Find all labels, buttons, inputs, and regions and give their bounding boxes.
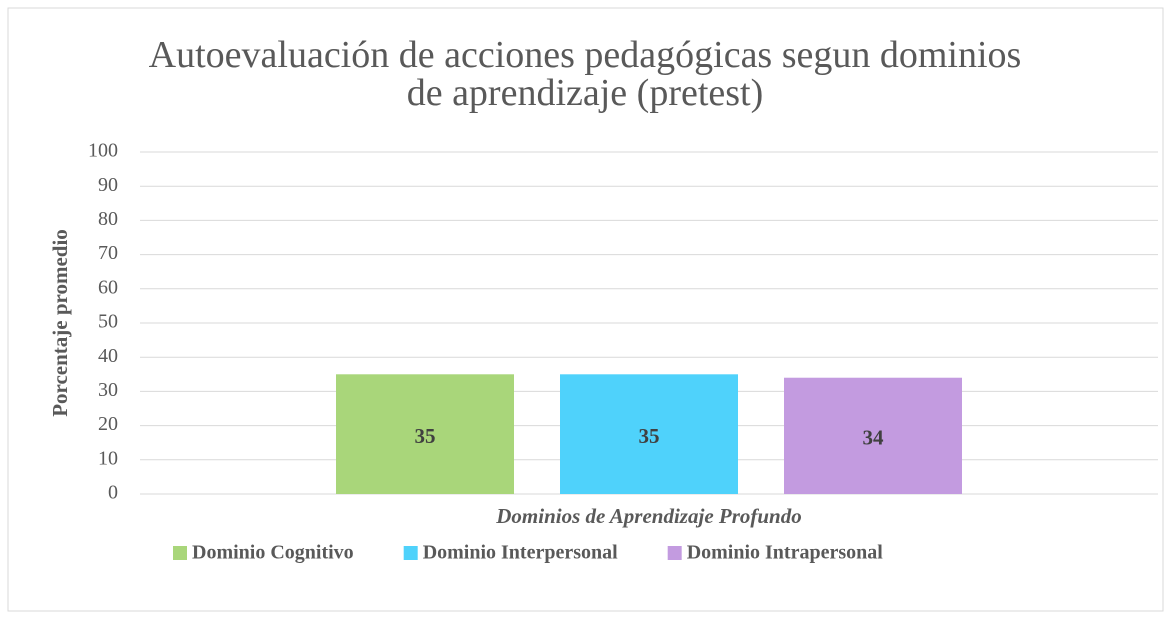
data-label: 35 — [415, 424, 436, 448]
x-axis-title: Dominios de Aprendizaje Profundo — [495, 504, 802, 528]
y-tick-label: 60 — [98, 276, 118, 298]
legend-swatch — [403, 546, 418, 560]
chart-title: Autoevaluación de acciones pedagógicas s… — [148, 34, 1022, 114]
y-tick-label: 40 — [98, 345, 118, 367]
legend-swatch — [173, 546, 187, 560]
data-label: 35 — [639, 424, 660, 448]
bar — [336, 374, 514, 494]
y-tick-label: 0 — [108, 482, 118, 504]
y-tick-label: 50 — [98, 311, 118, 333]
y-tick-label: 100 — [88, 140, 118, 162]
legend-label: Dominio Intrapersonal — [687, 542, 884, 564]
legend-label: Dominio Cognitivo — [192, 542, 354, 564]
y-tick-label: 80 — [98, 208, 118, 230]
data-label: 34 — [863, 426, 885, 450]
y-tick-label: 90 — [98, 174, 118, 196]
y-axis-title: Porcentaje promedio — [48, 229, 72, 417]
y-tick-label: 10 — [98, 447, 118, 469]
y-tick-label: 70 — [98, 242, 118, 264]
bar — [560, 374, 738, 494]
legend-swatch — [667, 546, 682, 560]
chart-border — [7, 7, 1164, 612]
bar — [784, 377, 962, 494]
y-tick-label: 30 — [98, 379, 118, 401]
y-tick-label: 20 — [98, 413, 118, 435]
legend-label: Dominio Interpersonal — [423, 542, 618, 564]
